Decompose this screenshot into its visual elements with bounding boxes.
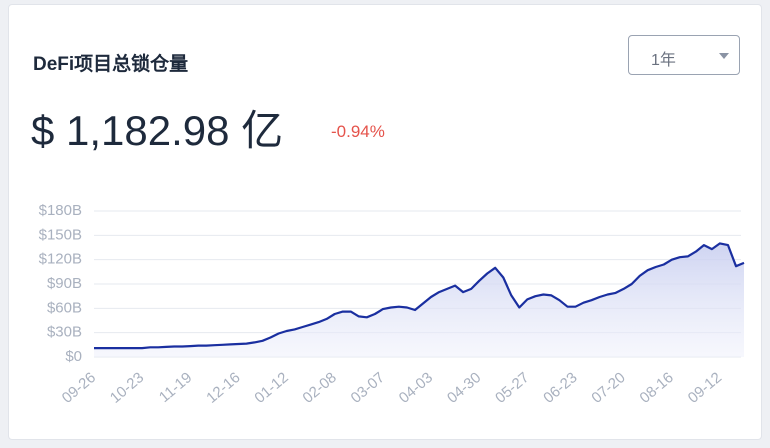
y-tick-label: $150B <box>39 226 82 243</box>
x-tick-label: 12-16 <box>203 369 243 407</box>
x-tick-label: 10-23 <box>107 369 147 407</box>
total-value: $ 1,182.98 亿 <box>31 107 284 154</box>
period-select[interactable]: 1年 <box>628 35 740 75</box>
x-tick-label: 03-07 <box>348 369 388 407</box>
x-tick-label: 04-03 <box>396 369 436 407</box>
x-tick-label: 07-20 <box>588 369 628 407</box>
x-tick-label: 09-26 <box>59 369 99 407</box>
line <box>94 242 745 350</box>
x-tick-label: 01-12 <box>251 369 291 407</box>
y-tick-label: $120B <box>39 251 82 268</box>
card-title: DeFi项目总锁仓量 <box>33 54 189 75</box>
x-tick-label: 08-16 <box>637 369 677 407</box>
change: -0.94% <box>331 122 385 141</box>
y-tick-label: $0 <box>65 348 82 365</box>
y-tick-label: $30B <box>47 324 82 341</box>
period-label: 1年 <box>651 52 676 69</box>
x-tick-label: 04-30 <box>444 369 484 407</box>
x-tick-label: 11-19 <box>156 369 195 406</box>
dropdown-arrow <box>719 53 729 59</box>
y-tick-label: $180B <box>39 202 82 219</box>
x-tick-label: 09-12 <box>685 369 725 407</box>
x-tick-label: 02-08 <box>300 369 340 407</box>
x-tick-label: 06-23 <box>540 369 580 407</box>
y-tick-label: $90B <box>47 275 82 292</box>
y-tick-label: $60B <box>47 299 82 316</box>
area <box>94 243 744 357</box>
x-tick-label: 05-27 <box>492 369 532 407</box>
card: DeFi项目总锁仓量 $ 1,182.98 亿 -0.94% 1年 <box>8 4 762 440</box>
